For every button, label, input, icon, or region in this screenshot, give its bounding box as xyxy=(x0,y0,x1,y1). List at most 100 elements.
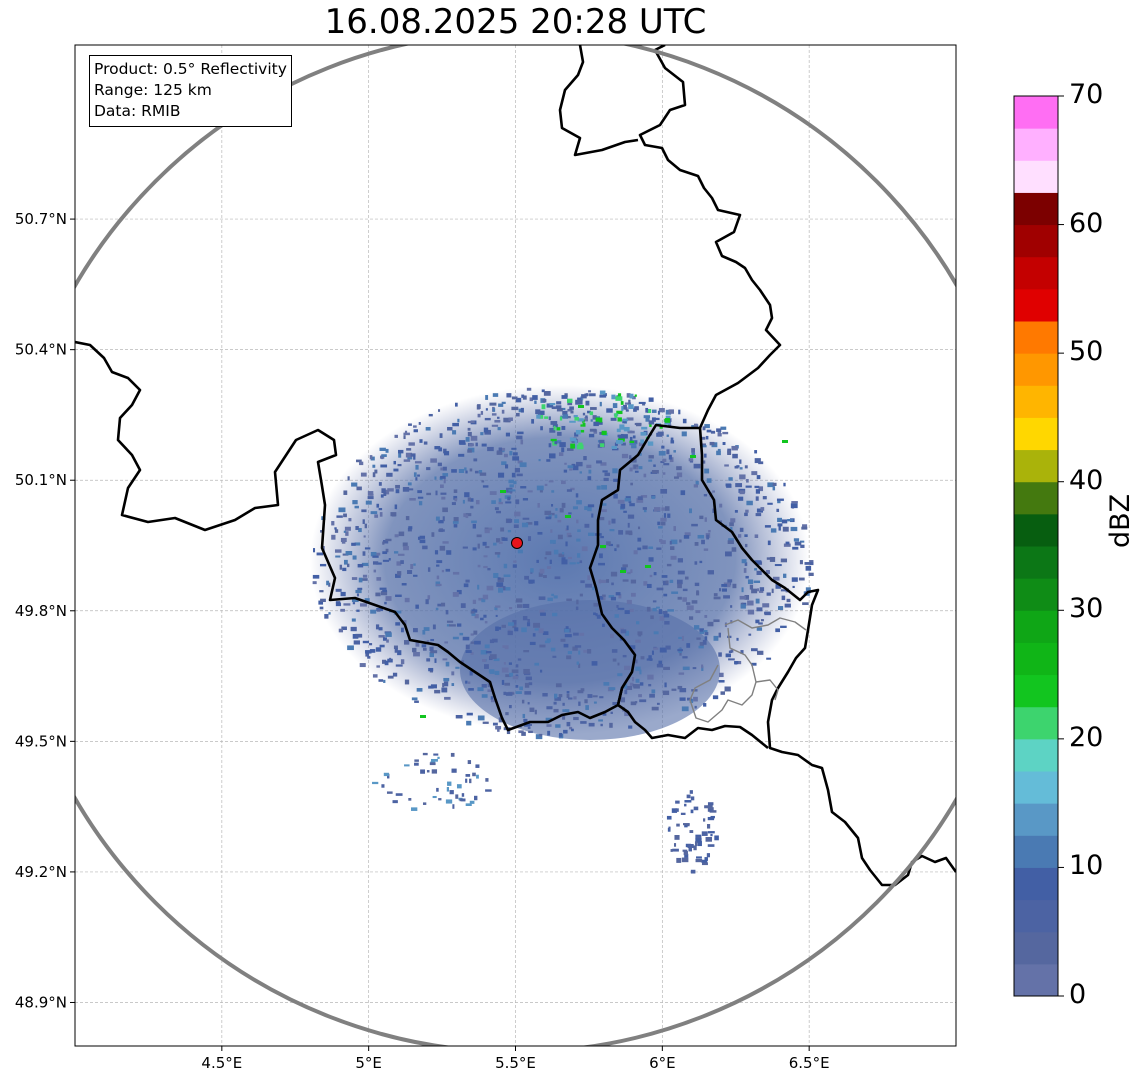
echo-pixel xyxy=(415,641,420,647)
echo-pixel xyxy=(370,456,375,461)
echo-pixel xyxy=(462,636,470,641)
echo-pixel xyxy=(657,410,660,415)
echo-pixel xyxy=(506,729,511,735)
colorbar-segment xyxy=(1014,706,1058,740)
echo-pixel xyxy=(602,623,605,627)
echo-pixel xyxy=(669,579,674,583)
echo-pixel xyxy=(465,470,468,474)
echo-pixel xyxy=(403,545,409,551)
echo-pixel xyxy=(736,637,739,641)
echo-pixel xyxy=(480,617,484,621)
echo-pixel xyxy=(701,831,708,836)
echo-pixel xyxy=(496,538,501,543)
echo-pixel xyxy=(551,593,555,597)
echo-pixel xyxy=(551,490,555,493)
echo-pixel xyxy=(647,441,654,446)
echo-pixel xyxy=(544,416,549,419)
echo-pixel xyxy=(598,579,602,584)
echo-pixel xyxy=(395,793,403,796)
echo-pixel xyxy=(665,506,670,511)
echo-pixel xyxy=(756,508,763,513)
echo-pixel xyxy=(772,486,776,491)
echo-pixel xyxy=(548,513,552,519)
echo-pixel xyxy=(587,504,595,508)
echo-pixel xyxy=(610,596,616,601)
echo-pixel xyxy=(694,705,697,709)
echo-pixel xyxy=(469,468,473,472)
echo-pixel xyxy=(647,674,654,680)
echo-pixel xyxy=(567,401,573,406)
echo-pixel xyxy=(497,472,505,478)
echo-pixel xyxy=(564,634,572,638)
echo-pixel xyxy=(635,639,641,643)
echo-pixel xyxy=(597,444,602,448)
echo-pixel xyxy=(659,647,667,653)
echo-pixel xyxy=(419,439,423,443)
echo-pixel xyxy=(704,517,707,522)
echo-pixel xyxy=(676,579,683,585)
echo-pixel xyxy=(489,402,497,406)
echo-pixel xyxy=(417,496,424,499)
echo-pixel xyxy=(491,424,499,427)
echo-pixel xyxy=(562,410,568,415)
echo-pixel xyxy=(324,614,329,619)
echo-pixel xyxy=(508,704,512,709)
echo-pixel xyxy=(600,462,607,466)
echo-pixel xyxy=(686,643,691,648)
echo-pixel xyxy=(521,731,526,736)
echo-pixel xyxy=(699,641,704,647)
echo-pixel xyxy=(440,484,444,488)
echo-pixel xyxy=(598,562,606,566)
echo-pixel xyxy=(503,691,507,696)
echo-pixel xyxy=(386,472,393,477)
echo-pixel xyxy=(639,699,647,703)
echo-pixel xyxy=(417,536,421,540)
echo-pixel xyxy=(446,787,450,792)
echo-pixel xyxy=(802,524,808,528)
echo-pixel xyxy=(501,624,506,628)
echo-pixel xyxy=(656,702,660,705)
echo-pixel xyxy=(785,541,790,545)
echo-pixel xyxy=(467,497,471,502)
echo-pixel xyxy=(503,453,508,458)
echo-pixel xyxy=(496,451,503,455)
echo-pixel xyxy=(443,448,447,454)
echo-pixel xyxy=(772,482,777,486)
echo-pixel xyxy=(536,414,541,419)
echo-pixel xyxy=(701,460,706,464)
echo-pixel xyxy=(375,647,382,652)
echo-pixel xyxy=(744,512,748,517)
echo-pixel xyxy=(642,507,647,510)
echo-pixel xyxy=(481,694,488,698)
colorbar-tick-label: 50 xyxy=(1069,336,1104,368)
echo-pixel xyxy=(547,597,553,602)
echo-pixel xyxy=(557,534,563,540)
echo-pixel xyxy=(489,639,495,644)
echo-pixel xyxy=(520,486,527,489)
echo-pixel xyxy=(751,588,758,594)
echo-pixel xyxy=(575,429,581,435)
echo-pixel xyxy=(465,680,468,684)
echo-pixel xyxy=(669,457,674,463)
echo-pixel xyxy=(777,523,783,527)
echo-pixel xyxy=(521,522,529,528)
echo-pixel xyxy=(668,424,672,427)
echo-pixel xyxy=(592,695,598,698)
echo-pixel xyxy=(496,582,504,587)
echo-pixel xyxy=(527,618,530,623)
echo-pixel xyxy=(487,446,494,452)
echo-pixel xyxy=(470,641,476,644)
echo-pixel xyxy=(561,425,566,430)
border-internal-1 xyxy=(724,617,807,631)
echo-pixel xyxy=(639,682,644,686)
echo-pixel xyxy=(668,826,671,830)
echo-pixel xyxy=(674,835,680,840)
echo-pixel xyxy=(603,477,609,482)
echo-pixel xyxy=(422,752,428,756)
echo-pixel xyxy=(587,476,592,481)
echo-pixel xyxy=(722,431,729,435)
echo-pixel xyxy=(484,644,490,649)
echo-pixel xyxy=(663,513,667,518)
echo-pixel xyxy=(422,802,427,805)
